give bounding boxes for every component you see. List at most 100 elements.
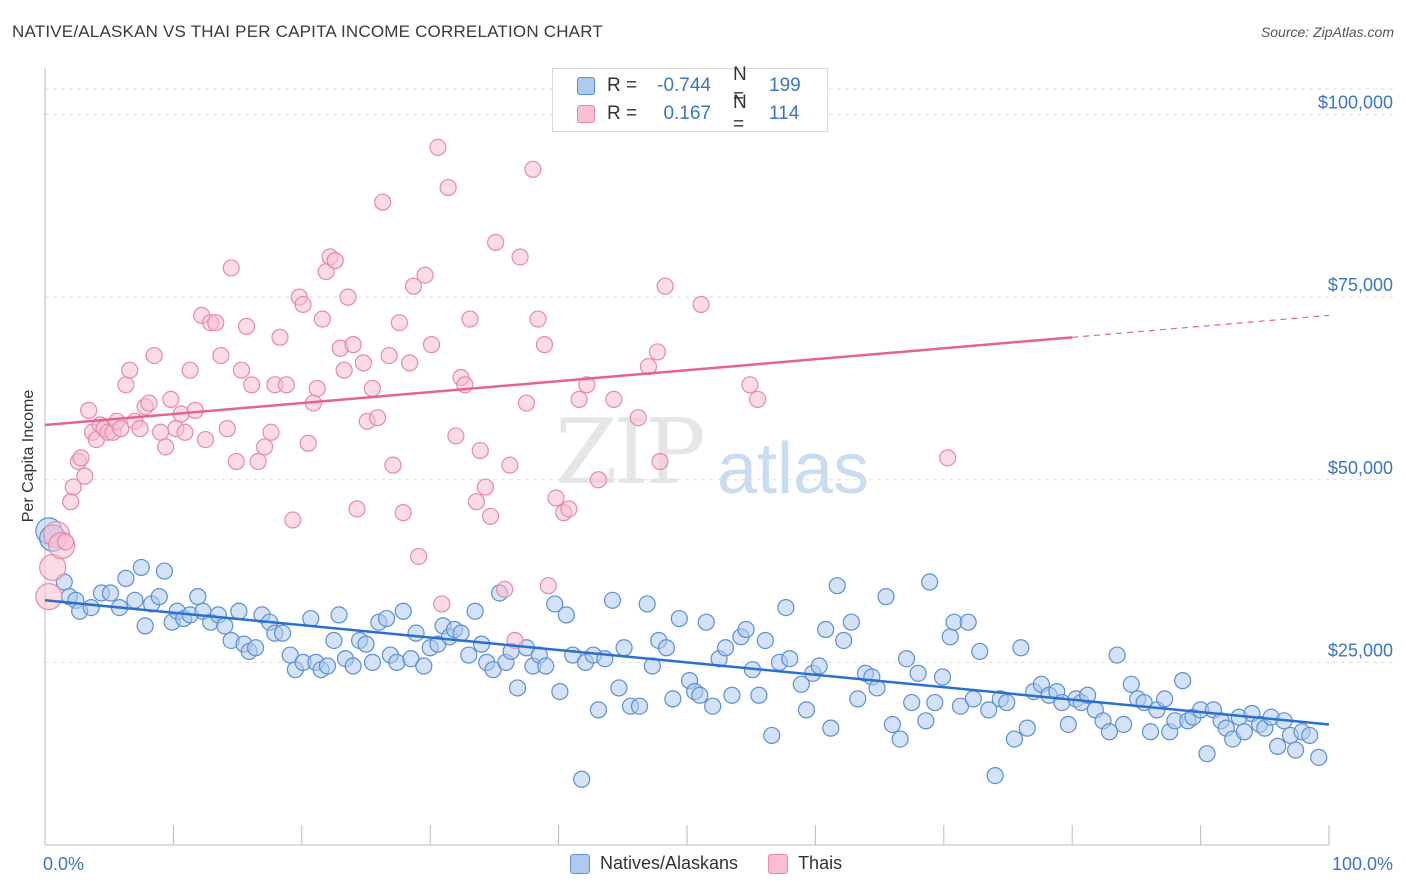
thai-point xyxy=(222,259,240,277)
native-point xyxy=(344,657,362,675)
thai-point xyxy=(394,504,412,522)
legend-row-thais: R = 0.167 N = 114 xyxy=(577,92,809,135)
legend-swatch-thais xyxy=(577,105,595,123)
thai-point xyxy=(186,401,204,419)
native-point xyxy=(1269,737,1287,755)
native-point xyxy=(1122,675,1140,693)
legend-item-natives[interactable]: Natives/Alaskans xyxy=(570,853,738,874)
native-point xyxy=(537,657,555,675)
thai-point xyxy=(374,193,392,211)
legend-label-natives: Natives/Alaskans xyxy=(600,853,739,873)
thai-point xyxy=(277,376,295,394)
thai-point xyxy=(390,314,408,332)
thai-point xyxy=(589,471,608,489)
thai-point xyxy=(80,401,98,419)
native-point xyxy=(723,686,741,704)
thai-point xyxy=(529,310,547,328)
native-point xyxy=(117,569,135,587)
native-point xyxy=(926,693,944,712)
thai-point xyxy=(467,493,486,511)
legend-label-thais: Thais xyxy=(798,853,843,873)
native-point xyxy=(573,770,591,788)
native-point xyxy=(756,631,774,650)
native-point xyxy=(964,690,982,708)
native-point xyxy=(810,657,828,675)
y-tick-label: $50,000 xyxy=(1328,458,1393,478)
thai-point xyxy=(380,346,398,365)
native-point xyxy=(903,693,921,712)
thai-point xyxy=(368,409,387,427)
native-point xyxy=(781,650,799,668)
native-point xyxy=(318,657,337,675)
legend-r-value: -0.744 xyxy=(657,75,711,96)
native-point xyxy=(302,609,320,628)
native-point xyxy=(933,668,952,686)
native-point xyxy=(402,650,420,668)
native-point xyxy=(777,598,795,617)
thai-point xyxy=(255,438,274,456)
thai-point xyxy=(162,390,180,409)
native-point xyxy=(704,697,722,715)
x-tick-label: 0.0% xyxy=(43,854,84,874)
native-point xyxy=(737,620,755,639)
trend-line xyxy=(44,599,1330,726)
legend-item-thais[interactable]: Thais xyxy=(768,853,842,874)
thai-point xyxy=(404,277,423,295)
thai-point xyxy=(181,361,199,379)
thai-point xyxy=(339,288,357,306)
thai-point xyxy=(348,500,366,518)
thai-point xyxy=(207,314,225,332)
native-point xyxy=(82,598,100,617)
native-point xyxy=(1012,639,1030,657)
thai-point xyxy=(429,138,447,156)
thai-point xyxy=(547,489,565,507)
native-point xyxy=(589,701,608,719)
thai-point xyxy=(524,160,542,178)
native-point xyxy=(394,602,412,620)
thai-point xyxy=(363,379,382,398)
native-point xyxy=(849,690,867,708)
native-point xyxy=(921,573,939,591)
thai-point xyxy=(249,452,267,471)
native-point xyxy=(150,588,168,606)
thai-point xyxy=(539,577,557,595)
native-point xyxy=(415,657,433,675)
native-point xyxy=(216,617,234,635)
native-point xyxy=(691,686,709,704)
native-point xyxy=(1310,748,1328,766)
thai-point xyxy=(501,456,519,474)
native-point xyxy=(610,679,628,697)
native-point xyxy=(407,624,425,642)
thai-point xyxy=(227,452,245,471)
native-point xyxy=(763,726,781,745)
thai-point xyxy=(140,394,158,412)
native-point xyxy=(101,584,120,602)
native-point xyxy=(716,639,735,657)
thai-point xyxy=(232,361,251,379)
thai-point xyxy=(401,354,419,372)
thai-point xyxy=(117,376,135,394)
thai-point xyxy=(131,420,149,438)
native-point xyxy=(551,682,569,701)
native-point xyxy=(891,730,909,748)
thai-point xyxy=(72,449,90,467)
thai-point xyxy=(416,266,434,284)
thai-point xyxy=(243,376,261,394)
legend-row-natives: R = -0.744 N = 199 xyxy=(577,64,809,107)
native-point xyxy=(1141,723,1160,741)
native-point xyxy=(877,588,895,606)
native-point xyxy=(909,664,927,682)
thai-point xyxy=(570,390,588,409)
legend-n-value: 199 xyxy=(769,75,801,96)
native-point xyxy=(797,701,816,719)
thai-point xyxy=(517,394,536,412)
thai-point xyxy=(76,467,94,485)
native-point xyxy=(460,646,478,664)
thai-point xyxy=(284,511,302,529)
native-point xyxy=(230,602,248,620)
thai-point xyxy=(605,390,623,409)
native-point xyxy=(998,693,1016,712)
thai-point xyxy=(648,343,667,361)
thai-point xyxy=(578,376,596,394)
